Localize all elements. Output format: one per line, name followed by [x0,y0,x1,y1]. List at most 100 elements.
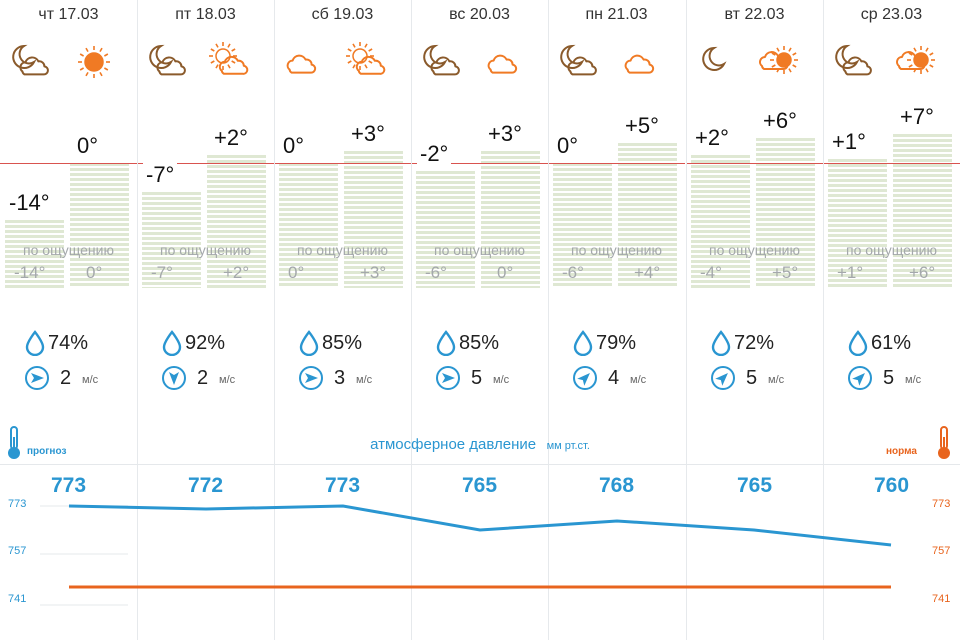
wind-unit: м/с [905,374,922,386]
feels-like-label: по ощущению [434,242,525,258]
humidity: 92% [137,330,274,358]
wind-speed: 5 [746,367,758,389]
day-temp-bar [344,150,403,288]
column-separator [823,0,824,640]
pressure-gridline-top [0,464,960,465]
night-temp-bar [553,163,612,288]
weather-icons [548,40,685,84]
pressure-value: 773 [50,474,87,497]
day-temp: +2° [211,124,251,151]
day-date: чт 17.03 [38,6,99,23]
night-temp-bar [5,220,64,288]
zero-line [686,163,823,164]
feels-day: +5° [772,263,799,282]
cloud-icon [618,40,666,84]
pressure-value: 773 [324,474,361,497]
wind-unit: м/с [82,374,99,386]
feels-like-label: по ощущению [297,242,388,258]
wind-unit: м/с [219,374,236,386]
wind: 5 м/с [411,364,548,394]
feels-like-label: по ощущению [846,242,937,258]
day-date: сб 19.03 [311,6,374,23]
day-column: вт 22.03 +2° +6° по ощущению -4° +5° 72%… [686,0,823,640]
weather-icons [411,40,548,84]
feels-night: -6° [562,263,584,282]
wind-unit: м/с [356,374,373,386]
night-temp-bar [416,171,475,288]
day-column: сб 19.03 0° +3° по ощущению 0° +3° 85% 3… [274,0,411,640]
cloudy-moon-icon [554,40,602,84]
day-temp-bar [207,154,266,288]
feels-day: +2° [223,263,250,282]
wind-direction-icon [847,365,873,396]
norm-thermometer-icon [934,425,954,461]
wind-unit: м/с [768,374,785,386]
pressure-unit: мм рт.ст. [546,440,590,452]
pressure-value: 760 [873,474,910,497]
day-temp-bar [70,163,129,288]
zero-line [823,163,960,164]
humidity-drop-icon [572,330,594,361]
weather-icons [274,40,411,84]
night-temp-bar [279,163,338,288]
feels-night: 0° [288,263,305,282]
humidity: 72% [686,330,823,358]
axis-left-773: 773 [8,498,27,510]
partly-cloudy-sun-icon [207,40,255,84]
wind-direction-icon [161,365,187,396]
axis-right-741: 741 [932,593,951,605]
night-temp: -7° [143,161,178,188]
night-temp: 0° [554,133,582,159]
weather-icons [0,40,137,84]
wind-speed: 4 [608,367,620,389]
day-column: пт 18.03 -7° +2° по ощущению -7° +2° 92%… [137,0,274,640]
axis-left-757: 757 [8,545,27,557]
feels-night: -4° [700,263,722,282]
feels-night: -7° [151,263,173,282]
axis-left-741: 741 [8,593,27,605]
column-separator [548,0,549,640]
day-date: ср 23.03 [860,6,923,23]
humidity-value: 85% [322,332,363,354]
cloud-icon [280,40,328,84]
humidity-drop-icon [710,330,732,361]
day-temp: +3° [348,120,388,147]
day-date: пн 21.03 [585,6,648,23]
axis-right-773: 773 [932,498,951,510]
wind-unit: м/с [493,374,510,386]
feels-day: 0° [86,263,103,282]
feels-night: -14° [14,263,46,282]
wind-speed: 3 [334,367,346,389]
feels-day: +3° [360,263,387,282]
humidity-value: 61% [871,332,912,354]
column-separator [411,0,412,640]
wind-speed: 2 [197,367,209,389]
forecast-label: прогноз [27,446,67,457]
day-temp: +3° [485,120,525,147]
weather-icons [823,40,960,84]
day-temp: +5° [622,112,662,139]
feels-day: 0° [497,263,514,282]
day-column: чт 17.03 -14° 0° по ощущению -14° 0° 74%… [0,0,137,640]
zero-line [548,163,685,164]
night-temp: -14° [6,190,53,217]
axis-right-757: 757 [932,545,951,557]
day-date: вс 20.03 [449,6,510,23]
pressure-value: 772 [187,474,224,497]
forecast-thermometer-icon [4,425,24,461]
humidity-value: 74% [48,332,89,354]
night-temp-bar [142,191,201,288]
zero-line [0,163,137,164]
pressure-value: 765 [461,474,498,497]
zero-line [411,163,548,164]
partly-cloudy-sun-icon [344,40,392,84]
humidity-drop-icon [161,330,183,361]
humidity: 74% [0,330,137,358]
wind-speed: 2 [60,367,72,389]
wind: 3 м/с [274,364,411,394]
wind: 5 м/с [823,364,960,394]
feels-like-label: по ощущению [571,242,662,258]
weather-icons [686,40,823,84]
day-temp: 0° [74,133,102,159]
night-temp-bar [828,158,887,288]
